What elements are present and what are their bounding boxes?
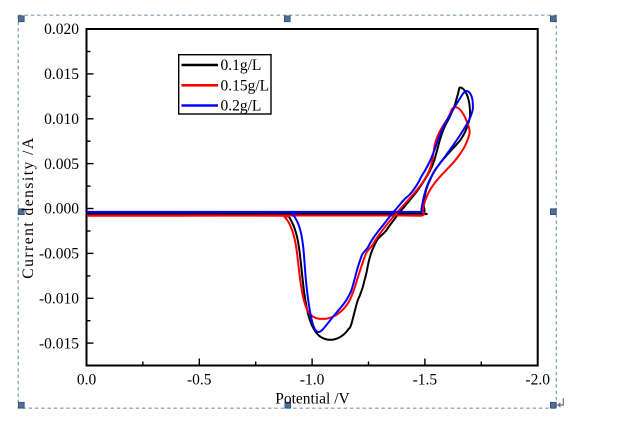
svg-text:0.0: 0.0: [77, 372, 97, 389]
svg-text:-0.010: -0.010: [39, 291, 79, 308]
svg-text:-0.015: -0.015: [39, 335, 79, 352]
svg-text:0.15g/L: 0.15g/L: [221, 78, 270, 95]
svg-text:Potential /V: Potential /V: [275, 391, 350, 408]
svg-text:0.005: 0.005: [44, 156, 79, 173]
svg-text:-2.0: -2.0: [525, 372, 550, 389]
svg-text:0.1g/L: 0.1g/L: [221, 57, 262, 74]
svg-text:0.015: 0.015: [44, 66, 79, 83]
svg-text:0.2g/L: 0.2g/L: [221, 98, 262, 115]
svg-text:-0.5: -0.5: [187, 372, 212, 389]
svg-text:-1.5: -1.5: [413, 372, 438, 389]
svg-text:0.020: 0.020: [44, 21, 79, 38]
svg-text:-1.0: -1.0: [300, 372, 325, 389]
svg-text:Current density /A: Current density /A: [20, 136, 37, 278]
svg-text:0.010: 0.010: [44, 111, 79, 128]
svg-text:-0.005: -0.005: [39, 246, 79, 263]
svg-text:0.000: 0.000: [44, 201, 79, 218]
